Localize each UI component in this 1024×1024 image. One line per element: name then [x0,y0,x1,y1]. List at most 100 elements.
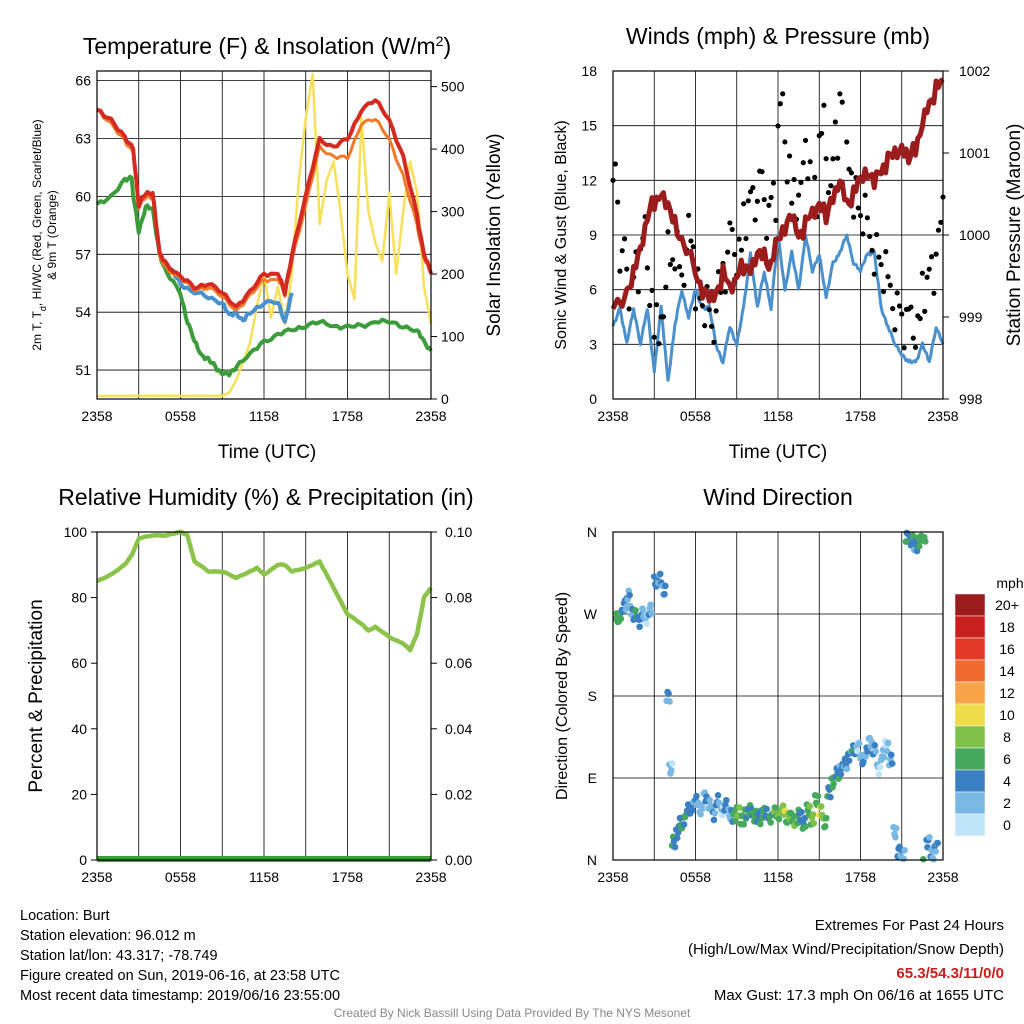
direction-point [632,607,639,614]
direction-point [872,748,880,755]
direction-point [736,804,743,811]
direction-point [854,747,861,755]
direction-point [822,823,829,830]
direction-point [636,623,643,631]
pressure-y2-axis-label: Station Pressure (Maroon) [1004,124,1024,347]
rh-panel-frame [96,531,432,861]
rh-x-tick-label: 1758 [332,869,363,885]
direction-point [710,816,718,824]
direction-x-tick-label: 2358 [597,869,628,885]
direction-x-tick-label: 2358 [927,869,958,885]
gust-point [706,307,712,313]
direction-x-tick-label: 1158 [763,869,793,885]
colorbar-unit-label: mph [996,575,1023,591]
gust-point [896,303,903,309]
gust-point [855,205,861,211]
rh-y-axis-label: Percent & Precipitation [26,599,47,792]
precip-y2-tick-label: 0.04 [445,721,472,737]
gust-point [880,288,887,295]
direction-x-tick-label: 1758 [845,869,876,885]
gust-point [651,334,657,340]
gust-point [624,266,630,272]
credit-line: Created By Nick Bassill Using Data Provi… [333,1006,691,1020]
gust-point [626,306,632,312]
gust-point [679,272,685,278]
direction-point [756,820,764,828]
colorbar-swatch [954,769,986,793]
direction-point [779,802,787,810]
gust-point [672,266,678,272]
solar-y2-tick-label: 400 [441,141,465,157]
gust-point [775,123,781,129]
gust-point [807,159,813,165]
gust-point [713,308,719,314]
colorbar-label: 12 [999,685,1015,701]
direction-point [714,792,722,799]
temp-x-tick-label: 2358 [415,408,446,424]
gust-point [759,169,765,175]
direction-y-axis-label: Direction (Colored By Speed) [554,592,571,800]
direction-point [845,757,853,764]
direction-point [806,802,814,810]
direction-y-tick-label: N [587,852,597,868]
series-temp9m-line [96,108,433,312]
gust-point [745,198,751,204]
solar-y2-tick-label: 500 [441,79,465,95]
temp-y-tick-label: 54 [75,304,91,320]
temp-y-tick-label: 60 [75,188,91,204]
gust-point [922,308,928,314]
gust-point [830,156,836,162]
gust-point [789,200,795,206]
colorbar-label: 10 [999,707,1015,723]
gust-point [711,339,717,345]
gust-point [802,137,809,144]
gust-point [786,153,793,159]
gust-point [752,217,758,223]
gust-point [928,254,935,260]
series-rh-line [95,529,433,653]
direction-point [892,833,899,841]
gust-point [780,91,786,97]
solar-y2-tick-label: 200 [441,266,465,282]
gust-point [777,101,783,107]
gust-point [832,119,838,125]
rh-y-tick-label: 80 [71,590,87,606]
gust-point [908,304,914,310]
gust-point [926,266,932,272]
gust-point [635,289,641,295]
rh-x-tick-label: 2358 [415,869,446,885]
series-wind-line [611,233,945,382]
series-pressure-line [610,77,945,310]
wind-y-tick-label: 3 [589,336,597,352]
gust-point [917,315,923,322]
direction-point [668,767,675,774]
gust-point [761,196,767,203]
series-dewpoint-line [95,174,433,378]
precip-y2-tick-label: 0.10 [445,524,472,540]
direction-panel-title: Wind Direction [703,484,853,510]
colorbar-label: 6 [1003,751,1011,767]
direction-point [934,839,941,847]
gust-point [782,139,788,145]
direction-point [740,821,748,828]
colorbar-swatch [954,659,986,683]
direction-point [673,834,681,842]
ylabel-part: , HI/WC (Red, Green, Scarlet/Blue) [30,119,44,306]
direction-point [798,808,805,816]
gust-point [690,244,696,250]
direction-y-tick-label: N [587,524,597,540]
pressure-y2-tick-label: 1001 [959,145,990,161]
gust-point [644,265,650,271]
direction-point [810,819,818,827]
gust-point [747,189,754,195]
direction-point [662,582,669,590]
direction-point [689,807,696,814]
wind-y-tick-label: 18 [581,63,597,79]
gust-point [612,161,618,167]
direction-point [666,698,673,705]
direction-point [693,792,700,800]
gust-point [835,155,841,161]
extremes-title: Extremes For Past 24 Hours [814,917,1004,934]
gust-point [738,247,745,253]
direction-point [643,620,650,627]
